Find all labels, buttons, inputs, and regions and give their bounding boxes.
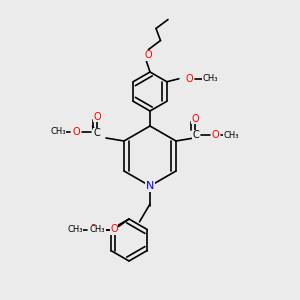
Text: O: O (211, 130, 219, 140)
Text: CH₃: CH₃ (224, 130, 239, 140)
Text: O: O (192, 113, 199, 124)
Text: O: O (89, 224, 97, 235)
Text: CH₃: CH₃ (202, 74, 218, 83)
Text: O: O (145, 50, 152, 61)
Text: O: O (186, 74, 193, 84)
Text: C: C (192, 130, 199, 140)
Text: O: O (110, 224, 118, 235)
Text: N: N (146, 181, 154, 191)
Text: CH₃: CH₃ (90, 225, 105, 234)
Text: CH₃: CH₃ (67, 225, 83, 234)
Text: CH₃: CH₃ (50, 128, 66, 136)
Text: O: O (93, 112, 101, 122)
Text: O: O (72, 127, 80, 137)
Text: C: C (94, 128, 100, 139)
